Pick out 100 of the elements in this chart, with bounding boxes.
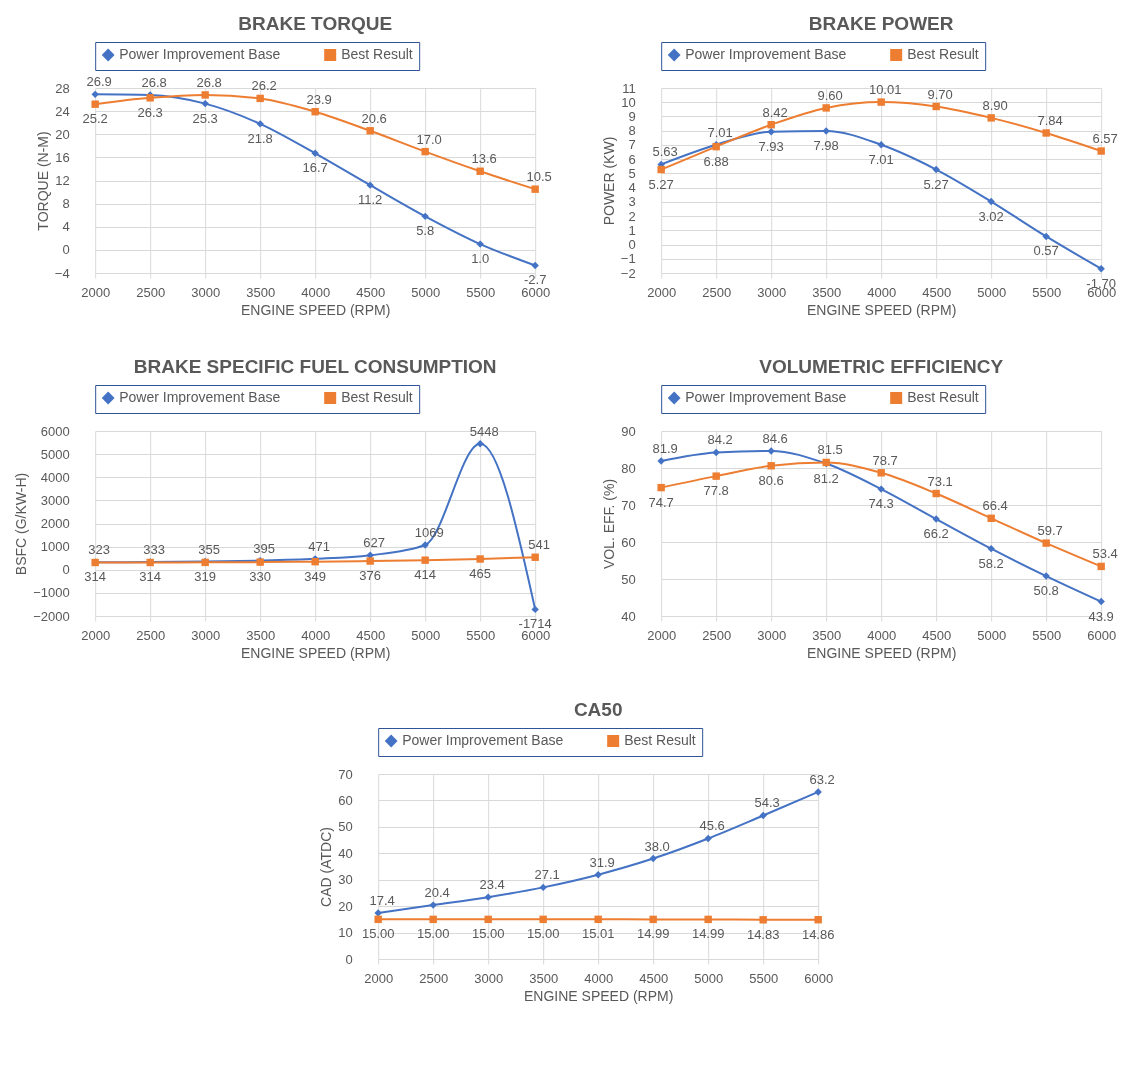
data-label: 53.4 [1092,546,1118,562]
x-tick-label: 4000 [867,627,897,643]
y-tick-label: 60 [621,534,636,550]
y-tick-label: 2 [628,208,636,224]
point [594,915,602,924]
data-label: 26.8 [196,74,222,90]
point [987,544,995,553]
data-label: 27.1 [534,867,560,883]
x-tick-label: 5000 [411,627,441,643]
y-tick-label: 8 [628,123,636,139]
point [311,108,319,116]
data-label: 323 [88,542,111,558]
point [1042,232,1050,241]
data-label: 26.8 [141,74,167,90]
point [759,811,767,820]
data-label: 13.6 [471,151,497,167]
data-label: 349 [304,568,327,584]
data-label: 63.2 [809,771,835,787]
data-label: 66.4 [982,498,1008,514]
point [767,462,775,470]
x-tick-label: 6000 [804,970,834,986]
data-label: 465 [469,566,492,581]
y-tick-label: 4 [62,219,70,235]
y-tick-label: 6 [628,151,636,167]
data-label: 6.88 [703,153,729,169]
y-tick-label: 24 [55,103,70,119]
y-tick-label: 20 [338,898,353,914]
data-label: 81.5 [817,442,843,458]
legend-label: Power Improvement Base [119,389,281,405]
x-tick-label: 5500 [466,284,496,300]
point [256,120,264,128]
y-tick-label: 50 [621,571,636,587]
data-label: 26.2 [251,78,277,94]
data-label: 20.4 [424,885,450,901]
data-label: 50.8 [1033,583,1059,599]
data-label: 314 [139,569,162,585]
y-tick-label: 70 [338,766,353,782]
y-axis-title: BSFC (G/KW-H) [13,472,30,576]
point [649,915,657,924]
y-tick-label: 5000 [40,446,70,462]
y-tick-label: −1000 [33,585,70,601]
data-label: 15.01 [581,926,615,942]
y-axis-title: CAD (ATDC) [318,827,335,907]
data-label: 59.7 [1037,523,1063,539]
data-label: 45.6 [699,818,725,834]
point [201,91,209,99]
y-tick-label: 0 [628,237,636,253]
data-label: 10.01 [868,82,902,98]
point [421,556,429,564]
point [366,181,374,189]
data-label: 0.57 [1033,243,1059,259]
x-tick-label: 2000 [647,627,677,643]
legend-label: Best Result [907,46,979,62]
y-tick-label: 80 [621,460,636,476]
point [374,915,382,924]
y-axis-title: VOL. EFF. (%) [601,478,618,570]
data-label: 15.00 [416,926,450,942]
point [704,834,712,843]
y-tick-label: −2000 [33,608,70,624]
data-label: 16.7 [302,160,328,176]
data-label: 7.93 [758,138,784,154]
x-tick-label: 3000 [757,627,787,643]
data-label: 541 [528,537,551,553]
x-tick-label: 4000 [301,284,331,300]
x-tick-label: 2500 [419,970,449,986]
data-label: 14.83 [746,926,780,942]
point [649,854,657,863]
data-label: 54.3 [754,795,780,811]
point [256,94,264,103]
x-tick-label: 3500 [529,970,559,986]
point [531,553,539,561]
data-label: 31.9 [589,854,615,870]
x-tick-label: 2500 [136,627,166,643]
point [712,472,720,480]
point [476,440,484,448]
y-tick-label: 2000 [40,516,70,531]
data-label: 395 [253,540,276,556]
point [539,915,547,924]
x-tick-label: 4000 [301,627,331,643]
data-label: 314 [84,569,107,585]
data-label: 7.84 [1037,112,1063,128]
data-label: 5448 [469,423,499,439]
data-label: 414 [414,567,437,583]
point [1042,129,1050,137]
data-label: 74.3 [868,496,894,512]
point [476,167,484,175]
x-tick-label: 3000 [474,970,504,986]
data-label: 1.0 [471,251,490,267]
x-tick-label: 4500 [922,284,952,300]
legend-label: Power Improvement Base [119,46,281,62]
point [91,90,99,99]
y-tick-label: 16 [55,149,70,165]
data-label: 7.01 [707,124,733,140]
data-label: 471 [308,538,331,554]
point [531,605,539,614]
x-tick-label: 5500 [466,627,496,643]
point [476,555,484,563]
data-label: 77.8 [703,483,729,499]
data-label: 7.01 [868,151,894,167]
data-label: 627 [363,535,386,551]
